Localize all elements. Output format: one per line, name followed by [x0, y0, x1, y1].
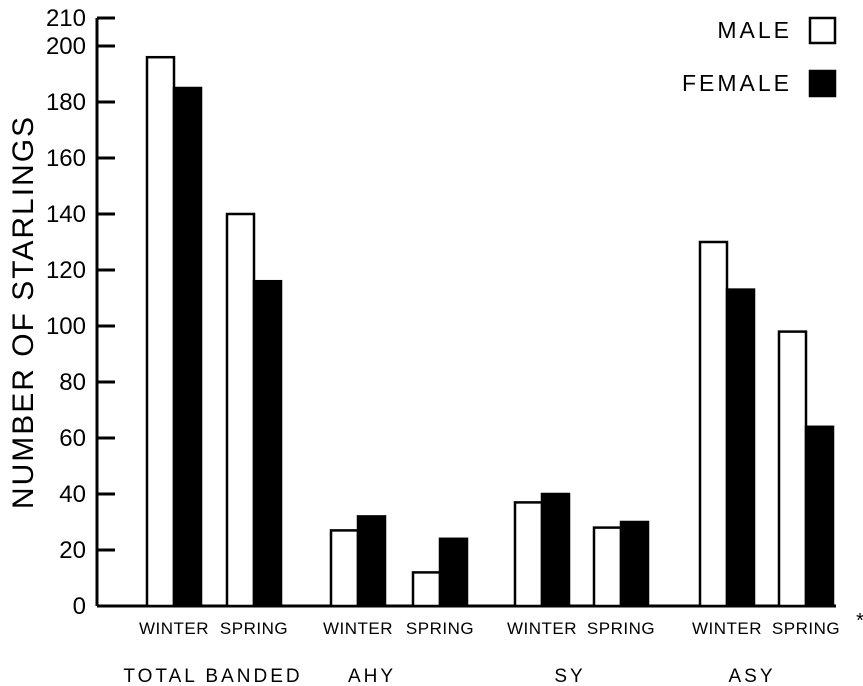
y-tick-label: 180 — [46, 89, 86, 116]
group-label: TOTAL BANDED — [123, 666, 302, 686]
bar-female — [172, 86, 203, 608]
x-tick-label: WINTER — [139, 619, 209, 638]
y-tick-label: 100 — [46, 313, 86, 340]
bar-female — [438, 537, 469, 608]
bar-male — [145, 55, 176, 608]
x-tick-label: SPRING — [406, 619, 474, 638]
x-tick-label: WINTER — [692, 619, 762, 638]
x-tick-label: SPRING — [220, 619, 288, 638]
bar-female — [804, 425, 835, 608]
bars — [145, 55, 835, 608]
y-tick-label: 160 — [46, 145, 86, 172]
bar-male — [329, 529, 360, 608]
legend: MALE FEMALE — [682, 16, 837, 98]
legend-label-male: MALE — [717, 17, 792, 43]
x-tick-label: WINTER — [323, 619, 393, 638]
y-tick-label: 210 — [46, 5, 86, 32]
bar-female — [252, 279, 283, 608]
y-tick-label: 40 — [59, 481, 86, 508]
x-tick-label: SPRING — [772, 619, 840, 638]
x-tick-label: SPRING — [587, 619, 655, 638]
legend-label-female: FEMALE — [682, 70, 792, 96]
group-label: ASY — [728, 666, 775, 686]
y-tick-label: 80 — [59, 369, 86, 396]
y-tick-label: 140 — [46, 201, 86, 228]
x-tick-labels: WINTER SPRING WINTER SPRING WINTER SPRING WINT… — [139, 610, 863, 638]
y-tick-label: 20 — [59, 537, 86, 564]
bar-male — [777, 330, 808, 608]
legend-swatch-male — [808, 16, 837, 45]
group-label: AHY — [348, 666, 396, 686]
group-label: SY — [554, 666, 585, 686]
bar-male — [225, 212, 256, 608]
bar-male — [592, 526, 623, 608]
bar-female — [725, 288, 756, 608]
bar-male — [698, 240, 729, 608]
y-tick-label: 60 — [59, 425, 86, 452]
y-tick-label: 120 — [46, 257, 86, 284]
bar-male — [411, 571, 442, 608]
y-tick-label: 0 — [73, 593, 86, 620]
y-axis-label: NUMBER OF STARLINGS — [7, 115, 40, 509]
x-tick-label: WINTER — [507, 619, 577, 638]
bar-female — [356, 515, 387, 608]
bar-female — [540, 492, 571, 608]
legend-swatch-female — [808, 69, 837, 98]
group-labels: TOTAL BANDED AHY SY ASY — [123, 666, 775, 686]
bar-female — [619, 520, 650, 608]
x-tick-label-footnote-mark: * — [856, 610, 863, 632]
bar-male — [513, 501, 544, 608]
y-tick-label: 200 — [46, 33, 86, 60]
